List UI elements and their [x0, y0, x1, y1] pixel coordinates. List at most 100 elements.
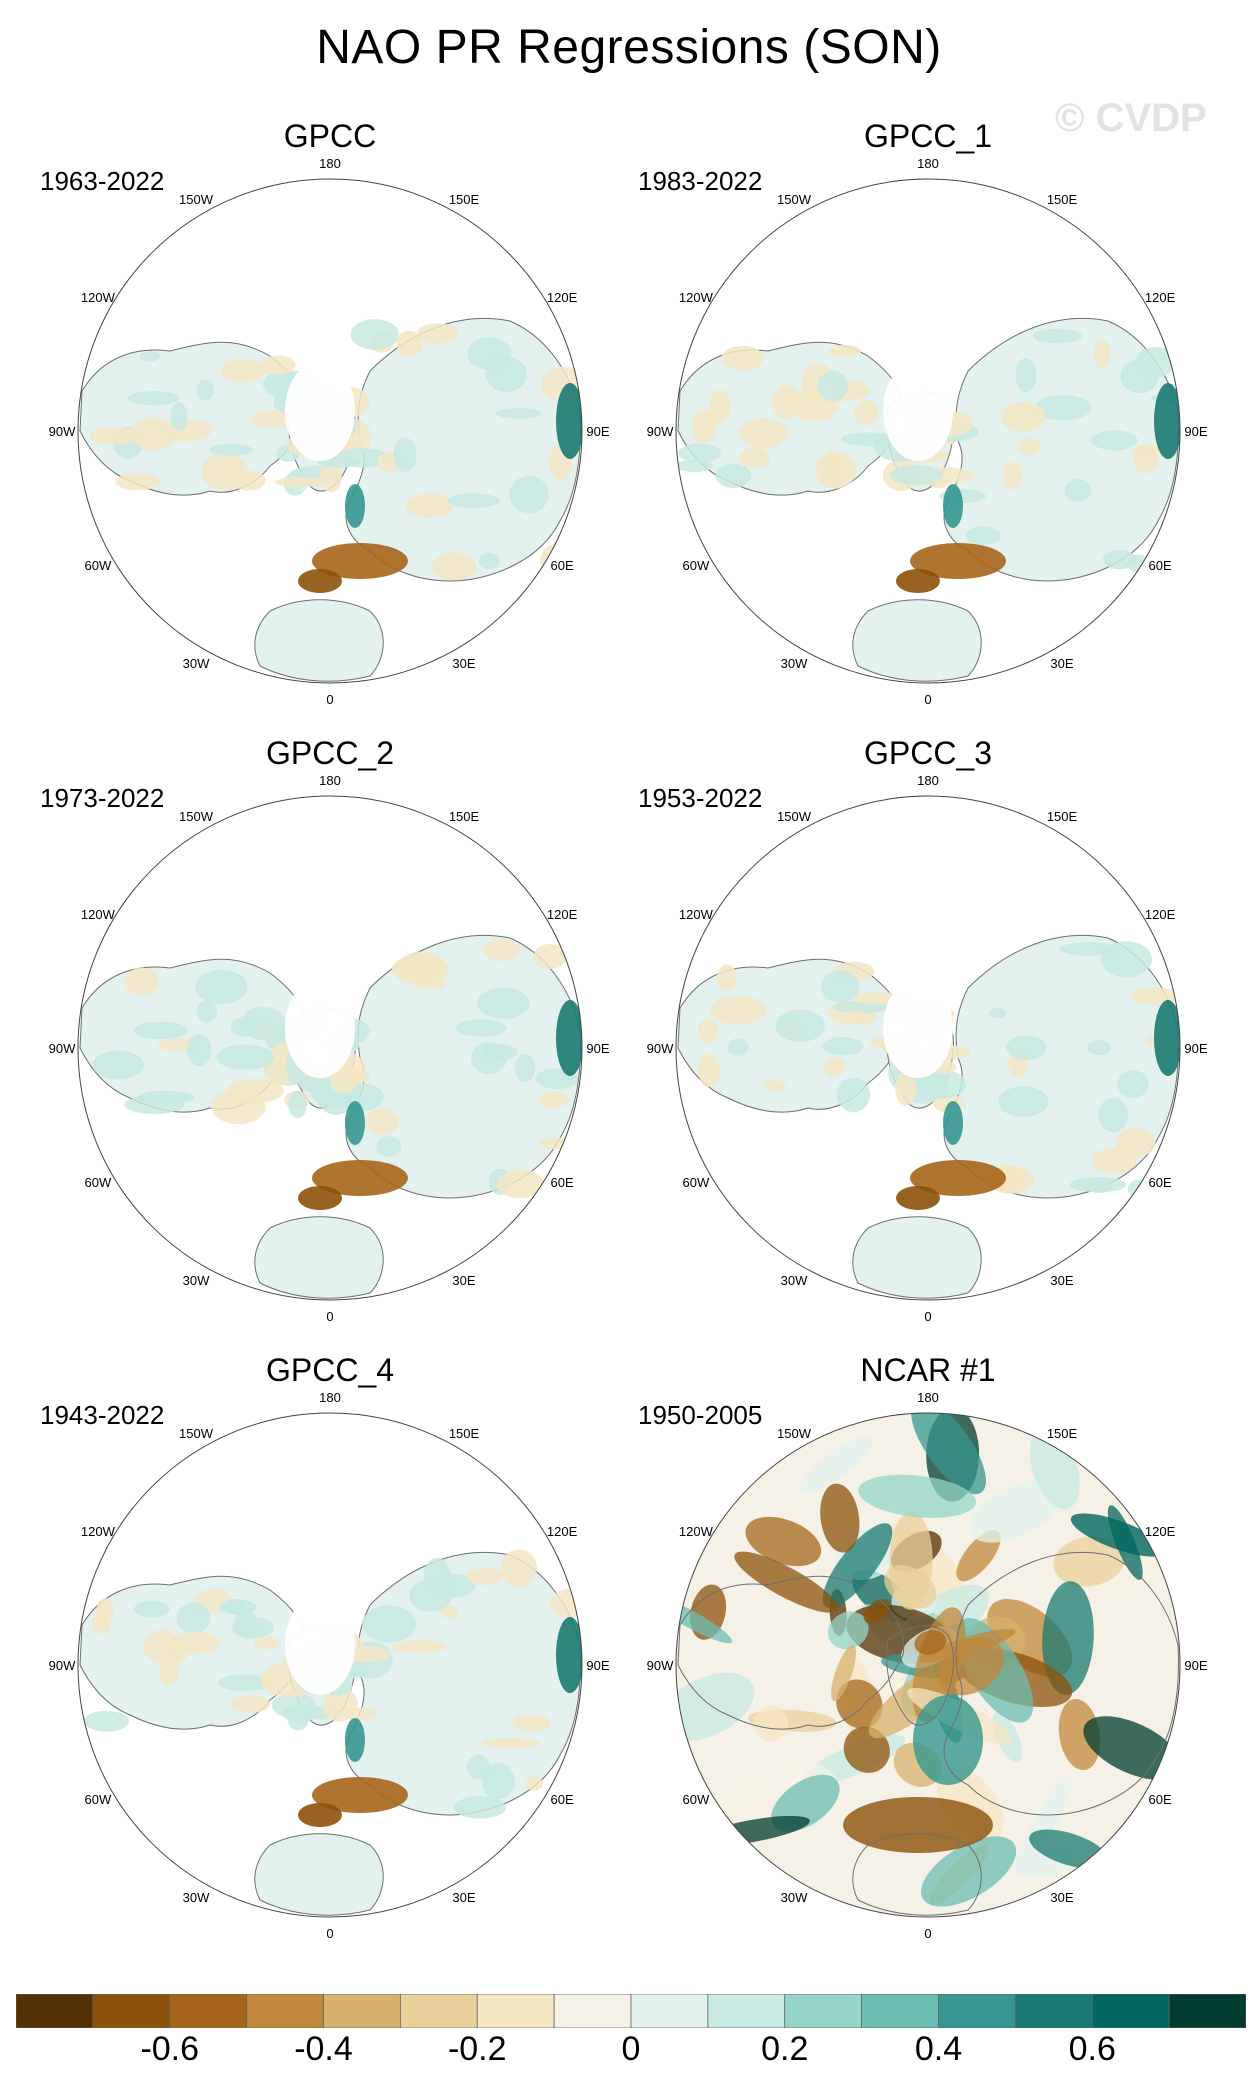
anomaly-patch	[1131, 445, 1164, 458]
anomaly-patch	[698, 1018, 719, 1043]
panel-title: NCAR #1	[860, 1352, 996, 1388]
anomaly-patch	[819, 451, 847, 489]
coastline	[254, 1833, 384, 1916]
anomaly-patch	[124, 967, 159, 996]
longitude-label: 30W	[781, 1273, 808, 1288]
longitude-label: 180	[319, 156, 341, 171]
anomaly-patch	[895, 1072, 917, 1106]
anomaly-patch	[391, 955, 449, 985]
longitude-label: 30W	[183, 1890, 210, 1905]
longitude-label: 90E	[1184, 424, 1207, 439]
anomaly-patch	[956, 1530, 1001, 1582]
longitude-label: 30W	[781, 1890, 808, 1905]
panel-title: GPCC	[283, 118, 377, 154]
anomaly-patch	[453, 1796, 507, 1819]
anomaly-patch	[771, 384, 800, 419]
anomaly-patch	[512, 1714, 551, 1731]
panel-years: 1983-2022	[638, 166, 763, 196]
anomaly-patch	[432, 552, 477, 581]
colorbar-tick-label: 0.6	[1068, 2030, 1116, 2068]
anomaly-patch	[969, 1480, 1063, 1543]
panel-years: 1973-2022	[40, 783, 165, 813]
colorbar-swatch	[92, 1994, 171, 2028]
anomaly-patch	[362, 1605, 416, 1643]
colorbar-swatch	[1168, 1994, 1246, 2028]
anomaly-patch	[715, 463, 752, 488]
longitude-label: 150E	[449, 809, 480, 824]
longitude-label: 60W	[85, 558, 112, 573]
longitude-label: 90W	[647, 424, 674, 439]
anomaly-patch	[854, 400, 879, 426]
anomaly-patch	[820, 1483, 860, 1553]
anomaly-patch	[721, 345, 764, 371]
anomaly-patch	[170, 1631, 220, 1655]
longitude-label: 60W	[683, 558, 710, 573]
anomaly-patch	[496, 1169, 544, 1199]
coastline	[345, 317, 581, 582]
anomaly-patch	[745, 1516, 822, 1567]
anomaly-patch	[334, 1071, 365, 1084]
anomaly-patch	[220, 359, 265, 383]
anomaly-patch	[196, 379, 214, 401]
polar-map: 180 150E 120E 90E 60E 30E 0 30W 60W 90W 120W 150W	[647, 773, 1208, 1324]
longitude-label: 120W	[679, 907, 714, 922]
polar-map: 180 150E 120E 90E 60E 30E 0 30W 60W 90W 120W 150W	[49, 773, 610, 1324]
anomaly-patch	[84, 1710, 129, 1732]
anomaly-patch	[481, 1737, 540, 1749]
anomaly-patch	[350, 319, 400, 350]
panel-title: GPCC_2	[265, 735, 395, 771]
panel-title: GPCC_1	[863, 118, 993, 154]
anomaly-patch	[195, 969, 248, 1004]
longitude-label: 60E	[1149, 1175, 1172, 1190]
coastline	[886, 1625, 954, 1726]
anomaly-patch	[858, 1474, 977, 1518]
anomaly-patch	[1059, 942, 1119, 956]
longitude-label: 60E	[1149, 558, 1172, 573]
anomaly-patch	[676, 1595, 733, 1644]
longitude-label: 0	[326, 692, 333, 707]
anomaly-patch	[836, 1679, 883, 1729]
anomaly-patch	[533, 944, 567, 970]
anomaly-patch	[1116, 1128, 1156, 1157]
map-panel-6: NCAR #1 1950-2005 180 150E 120E 90E 60E 30E 0 30W…	[628, 1352, 1228, 1972]
coastline	[345, 934, 581, 1199]
longitude-label: 120E	[1145, 1524, 1176, 1539]
anomaly-patch	[799, 1436, 873, 1494]
anomaly-patch	[989, 1007, 1007, 1019]
anomaly-patch	[836, 1077, 871, 1113]
anomaly-patch	[483, 939, 521, 962]
anomaly-patch	[416, 323, 459, 344]
longitude-label: 90E	[1184, 1041, 1207, 1056]
anomaly-patch	[1053, 1536, 1125, 1587]
longitude-label: 120W	[81, 290, 116, 305]
anomaly-patch	[539, 1137, 571, 1150]
anomaly-patch	[698, 1054, 720, 1088]
map-boundary	[675, 1412, 1181, 1918]
anomaly-patch	[396, 330, 423, 357]
anomaly-patch	[218, 1674, 273, 1691]
colorbar-swatch	[323, 1994, 401, 2028]
anomaly-patch	[481, 1762, 515, 1800]
longitude-label: 150W	[179, 809, 214, 824]
colorbar-tick-label: 0	[621, 2030, 641, 2068]
anomaly-patch	[216, 1044, 275, 1070]
anomaly-patch	[478, 552, 500, 570]
longitude-label: 0	[326, 1309, 333, 1324]
longitude-label: 30E	[1050, 1273, 1073, 1288]
anomaly-patch	[128, 391, 180, 406]
anomaly-patch	[139, 351, 161, 362]
map-panel-5: GPCC_4 1943-2022 180 150E 120E 90E 60E 30E 0 30W 6…	[30, 1352, 630, 1972]
colorbar-swatch	[707, 1994, 786, 2028]
colorbar-swatch	[169, 1994, 248, 2028]
anomaly-patch	[500, 1549, 538, 1588]
anomaly-patch	[676, 459, 714, 473]
coastline	[852, 599, 982, 682]
anomaly-patch	[775, 1009, 825, 1043]
anomaly-patch	[509, 475, 549, 514]
colorbar-tick-label: 0.4	[914, 2030, 963, 2068]
panel-years: 1950-2005	[638, 1400, 763, 1430]
map-panel-4: GPCC_3 1953-2022 180 150E 120E 90E 60E 30E 0 30W 6…	[628, 735, 1228, 1355]
anomaly-patch	[1064, 478, 1092, 503]
map-panel-2: GPCC_1 1983-2022 180 150E 120E 90E 60E 30E 0 30W 6…	[628, 118, 1228, 738]
colorbar-swatch	[938, 1994, 1016, 2028]
